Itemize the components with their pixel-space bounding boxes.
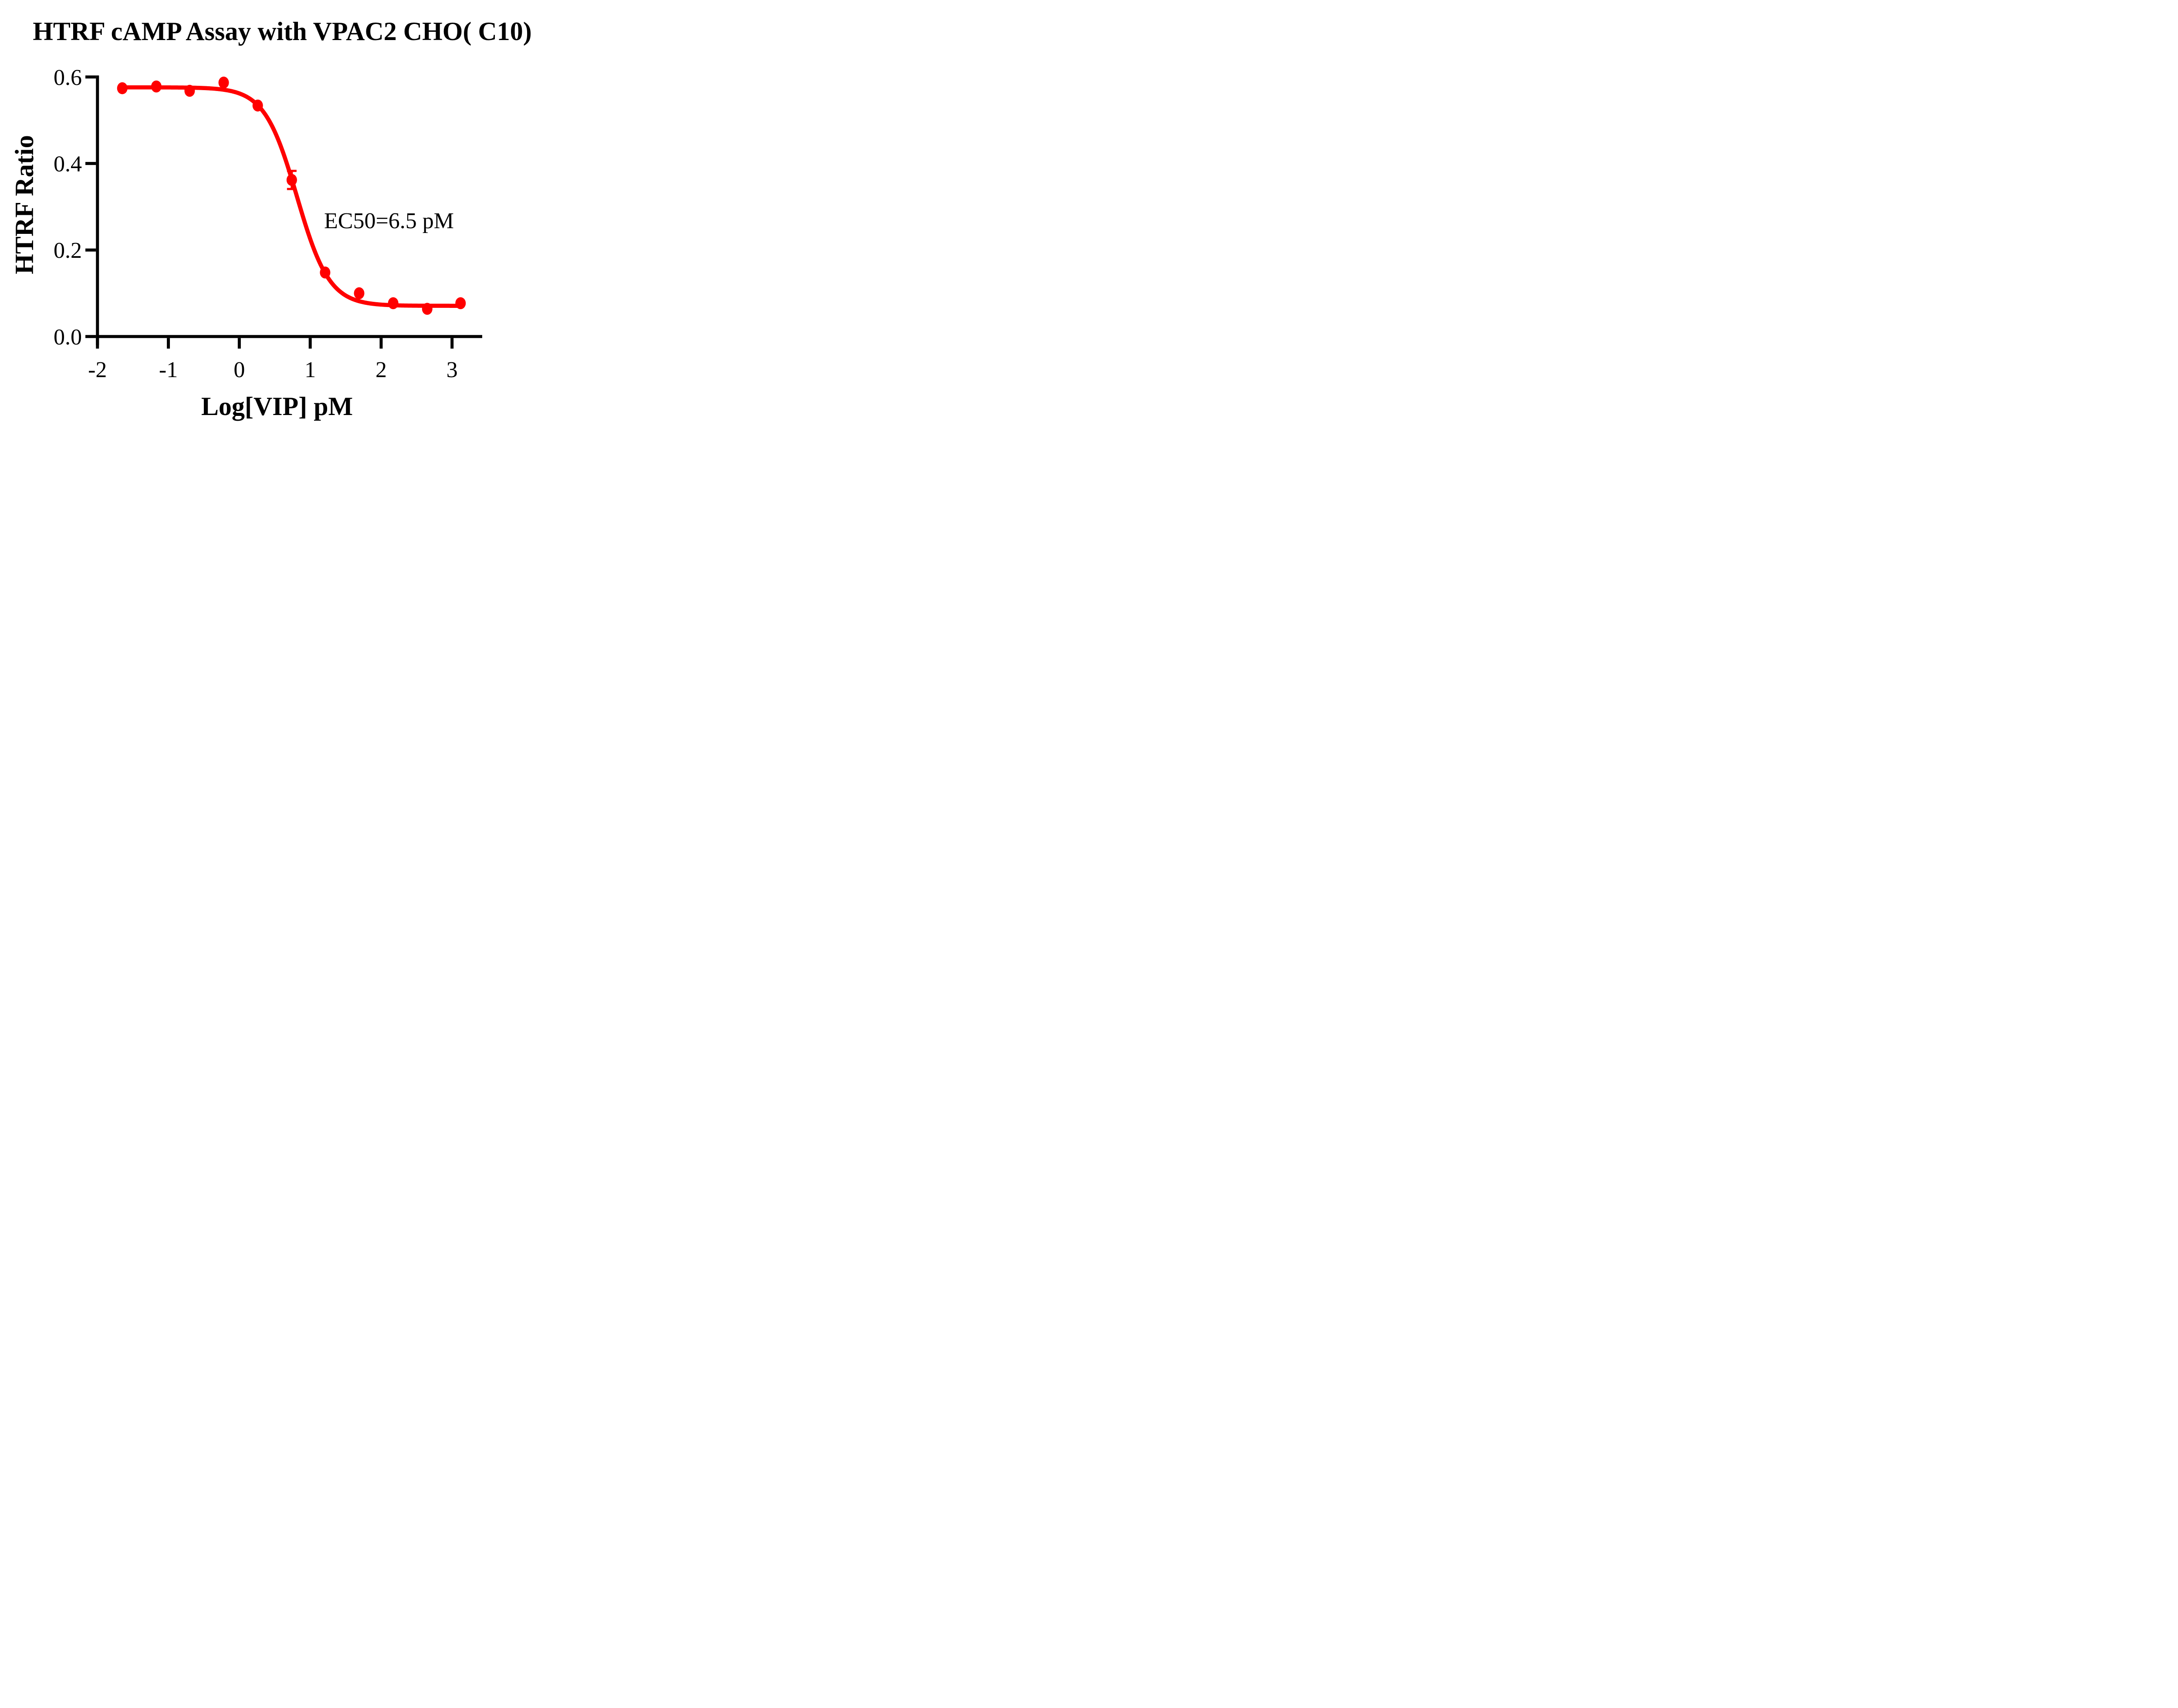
x-tick-label: -1 <box>159 358 178 382</box>
ec50-annotation: EC50=6.5 pM <box>324 209 454 233</box>
data-point <box>252 99 263 112</box>
x-tick-label: 1 <box>304 358 316 382</box>
figure-canvas: 0.0 0.2 0.4 0.6 -2 -1 0 1 2 3 HTRF cAMP Assay wit… <box>0 0 564 427</box>
x-tick-label: -2 <box>88 358 107 382</box>
series-layer <box>117 76 466 315</box>
data-point <box>388 297 399 310</box>
axes-layer: 0.0 0.2 0.4 0.6 -2 -1 0 1 2 3 <box>54 65 482 382</box>
y-tick-label: 0.0 <box>54 325 82 350</box>
x-tick-label: 2 <box>375 358 387 382</box>
dose-response-chart: 0.0 0.2 0.4 0.6 -2 -1 0 1 2 3 HTRF cAMP Assay wit… <box>10 17 532 421</box>
y-axis-title: HTRF Ratio <box>10 135 39 274</box>
chart-title: HTRF cAMP Assay with VPAC2 CHO( C10) <box>33 17 532 46</box>
y-tick-label: 0.4 <box>54 152 82 176</box>
fit-curve <box>120 85 463 308</box>
x-tick-label: 0 <box>233 358 245 382</box>
data-point <box>151 80 162 93</box>
data-point <box>320 266 331 279</box>
data-point <box>455 297 466 310</box>
x-tick-label: 3 <box>446 358 458 382</box>
data-point <box>184 84 195 97</box>
y-tick-label: 0.6 <box>54 65 82 90</box>
data-point <box>286 174 297 186</box>
data-point <box>218 76 229 89</box>
y-tick-label: 0.2 <box>54 238 82 263</box>
x-axis-title: Log[VIP] pM <box>201 392 353 421</box>
y-axis-line <box>96 75 99 345</box>
data-point <box>117 82 128 95</box>
data-point <box>354 287 365 300</box>
x-axis-line <box>96 335 482 338</box>
data-point <box>422 303 433 315</box>
